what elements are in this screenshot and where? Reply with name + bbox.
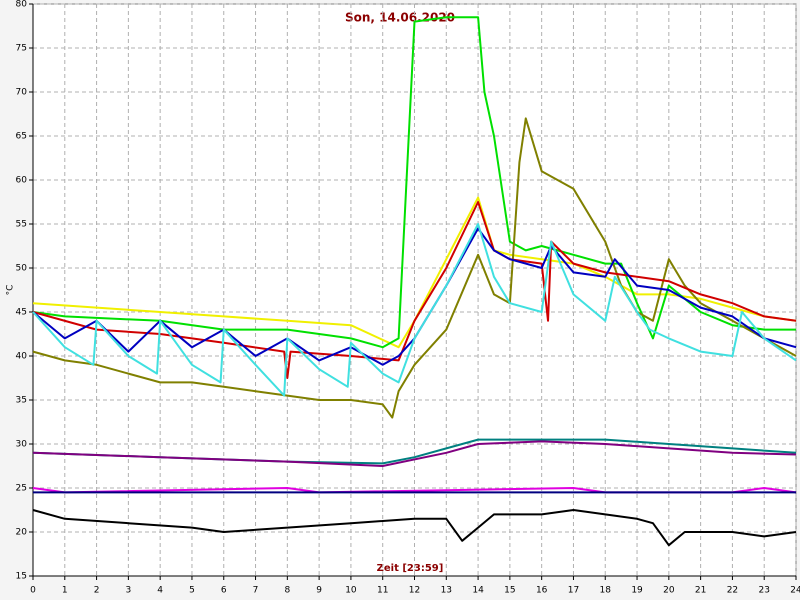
x-tick-label: 14 — [472, 586, 484, 596]
x-tick-label: 10 — [345, 586, 357, 596]
series-line — [32, 440, 797, 467]
x-tick-label: 4 — [157, 586, 163, 596]
x-tick-label: 24 — [790, 586, 800, 596]
y-tick-label: 25 — [16, 484, 27, 494]
x-tick-label: 15 — [504, 586, 515, 596]
y-tick-label: 20 — [16, 528, 28, 538]
y-tick-label: 15 — [16, 572, 27, 582]
y-tick-label: 75 — [16, 44, 27, 54]
series-line — [32, 223, 797, 397]
x-tick-label: 2 — [94, 586, 100, 596]
y-tick-label: 65 — [16, 132, 27, 142]
x-tick-label: 3 — [126, 586, 132, 596]
series-line — [32, 509, 797, 547]
x-axis-label: Zeit [23:59] — [377, 563, 444, 574]
y-tick-label: 40 — [16, 352, 28, 362]
x-tick-label: 8 — [284, 586, 290, 596]
y-tick-label: 60 — [16, 176, 28, 186]
y-tick-label: 45 — [16, 308, 27, 318]
x-tick-label: 9 — [316, 586, 322, 596]
series-line — [32, 487, 797, 494]
x-tick-label: 5 — [189, 586, 195, 596]
y-tick-label: 55 — [16, 220, 27, 230]
x-tick-label: 17 — [568, 586, 579, 596]
x-tick-label: 12 — [409, 586, 420, 596]
y-tick-label: 50 — [16, 264, 28, 274]
x-tick-label: 0 — [30, 586, 36, 596]
y-tick-label: 35 — [16, 396, 27, 406]
x-tick-label: 6 — [221, 586, 227, 596]
y-tick-label: 30 — [16, 440, 28, 450]
y-tick-label: 80 — [16, 0, 28, 10]
x-tick-label: 23 — [758, 586, 769, 596]
x-tick-label: 1 — [62, 586, 68, 596]
x-tick-label: 13 — [441, 586, 452, 596]
x-tick-label: 20 — [663, 586, 675, 596]
x-tick-label: 22 — [727, 586, 738, 596]
y-tick-label: 70 — [16, 88, 28, 98]
x-tick-label: 18 — [600, 586, 612, 596]
x-tick-label: 21 — [695, 586, 706, 596]
y-axis-label: °C — [6, 285, 16, 296]
x-tick-label: 11 — [377, 586, 388, 596]
x-tick-label: 19 — [631, 586, 643, 596]
x-tick-label: 7 — [253, 586, 259, 596]
x-tick-label: 16 — [536, 586, 548, 596]
series-line — [32, 16, 796, 349]
chart-title: Son, 14.06.2020 — [345, 11, 455, 25]
